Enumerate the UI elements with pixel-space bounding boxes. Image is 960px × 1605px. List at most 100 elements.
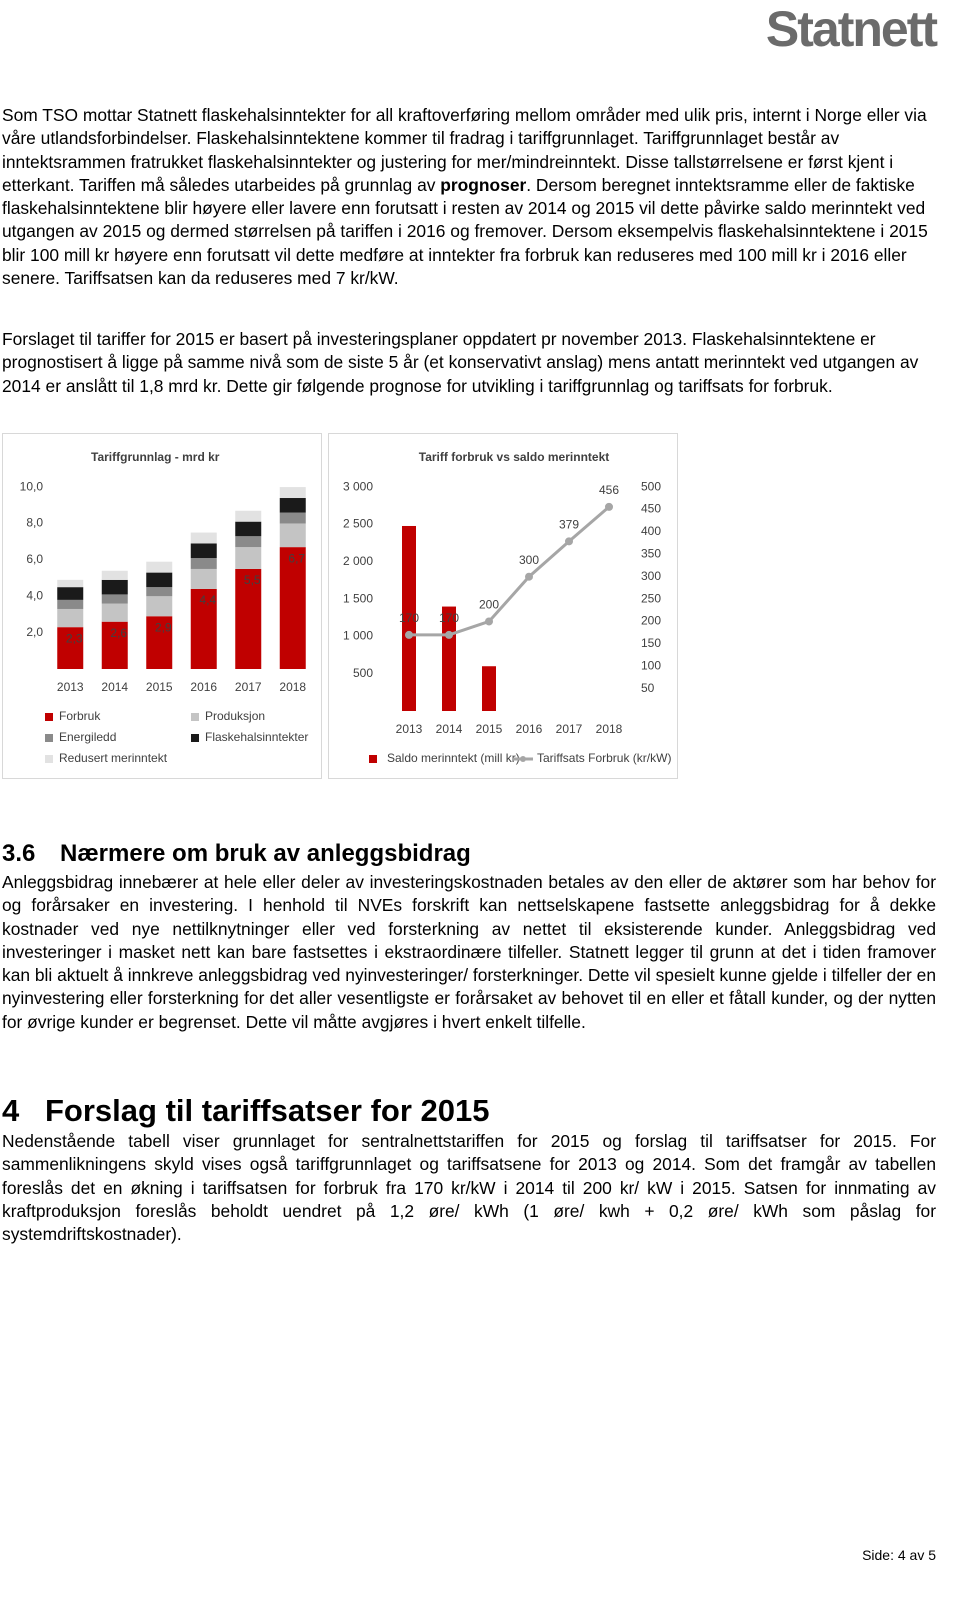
x-tick-label: 2015 [146,680,173,694]
paragraph: Nedenstående tabell viser grunnlaget for… [2,1131,936,1245]
section-title: Forslag til tariffsatser for 2015 [45,1093,490,1128]
bar-segment [57,599,84,609]
x-tick-label: 2016 [516,722,543,736]
data-label: 2,9 [155,620,172,634]
data-label: 379 [559,518,579,532]
point [445,630,453,639]
y2-tick-label: 200 [641,614,661,628]
x-tick-label: 2015 [476,722,503,736]
bar-segment [279,498,306,513]
x-tick-label: 2016 [190,680,217,694]
data-label: 4,4 [199,593,216,607]
data-label: 170 [399,611,419,625]
data-label: 2,3 [66,631,83,645]
legend-label: Redusert merinntekt [59,751,168,765]
y-tick-label: 500 [353,666,373,680]
x-tick-label: 2013 [396,722,423,736]
y2-tick-label: 50 [641,681,655,695]
line [409,505,610,637]
y-tick-label: 2,0 [26,625,43,639]
y-tick-label: 4,0 [26,588,43,602]
legend-label: Energiledd [59,730,116,744]
y-tick-label: 1 000 [343,629,373,643]
section-heading: 3.6 Nærmere om bruk av anleggsbidrag [2,840,471,868]
section-heading: 4 Forslag til tariffsatser for 2015 [2,1093,490,1129]
legend-swatch [45,734,53,742]
legend-label: Tariffsats Forbruk (kr/kW) [537,751,671,765]
y-tick-label: 8,0 [26,516,43,530]
y2-tick-label: 500 [641,479,661,493]
bar-segment [279,523,306,548]
text: . Dersom beregnet inntektsramme eller de… [2,174,928,289]
bar-segment [279,512,306,524]
legend-label: Flaskehalsinntekter [205,730,308,744]
data-label: 300 [519,553,539,567]
bar-segment [235,510,262,522]
legend-label: Saldo merinntekt (mill kr) [387,751,520,765]
bar-segment [235,521,262,537]
bar-segment [146,616,173,669]
legend-swatch [191,713,199,721]
bold-text: prognoser [440,174,527,195]
bar-segment [101,594,128,604]
y2-tick-label: 150 [641,636,661,650]
point [565,537,573,546]
bar-segment [235,536,262,548]
bar [402,525,416,711]
x-tick-label: 2014 [101,680,128,694]
bar-segment [101,603,128,622]
y-tick-label: 2 000 [343,554,373,568]
x-tick-label: 2014 [436,722,463,736]
data-label: 2,6 [110,626,127,640]
legend-swatch [45,755,53,763]
y-tick-label: 10,0 [20,479,44,493]
data-label: 200 [479,598,499,612]
chart: Tariffgrunnlag - mrd kr 2,0 4,0 6,0 8,0 10,0 2… [2,433,322,779]
data-label: 6,7 [288,551,305,565]
bar-segment [101,621,128,669]
bar-segment [57,608,84,628]
section-title: Nærmere om bruk av anleggsbidrag [60,840,471,867]
page-number: Side: 4 av 5 [862,1547,936,1563]
x-tick-label: 2017 [556,722,583,736]
bar-segment [190,558,217,569]
x-tick-label: 2017 [235,680,262,694]
bar-segment [101,570,128,580]
y2-tick-label: 100 [641,658,661,672]
paragraph: Som TSO mottar Statnett flaskehalsinntek… [2,104,936,290]
y-tick-label: 1 500 [343,591,373,605]
logo: Statnett [765,1,938,57]
chart: Tariff forbruk vs saldo merinntekt 500 1 0… [328,433,678,779]
section-number: 3.6 [2,840,36,867]
y-tick-label: 6,0 [26,552,43,566]
bar-segment [279,547,306,669]
x-tick-label: 2018 [596,722,623,736]
data-label: 170 [439,611,459,625]
point [485,617,493,626]
bar [482,666,496,711]
bar-segment [190,568,217,589]
point [525,572,533,581]
bar-segment [57,627,84,669]
y-tick-label: 2 500 [343,517,373,531]
bar-segment [146,572,173,588]
point [605,502,613,511]
data-label: 456 [599,483,619,497]
paragraph: Forslaget til tariffer for 2015 er baser… [2,329,919,396]
x-tick-label: 2013 [57,680,84,694]
y2-tick-label: 450 [641,502,661,516]
bar-segment [101,579,128,595]
bar-segment [235,547,262,569]
legend-swatch [191,734,199,742]
bar-segment [190,588,217,669]
bar-segment [146,596,173,617]
bar-segment [57,587,84,600]
legend-label: Produksjon [205,709,265,723]
legend-swatch [369,755,377,763]
bar-segment [146,587,173,597]
y2-tick-label: 250 [641,591,661,605]
chart-title: Tariff forbruk vs saldo merinntekt [419,450,609,464]
bar-segment [279,487,306,499]
y2-tick-label: 300 [641,569,661,583]
